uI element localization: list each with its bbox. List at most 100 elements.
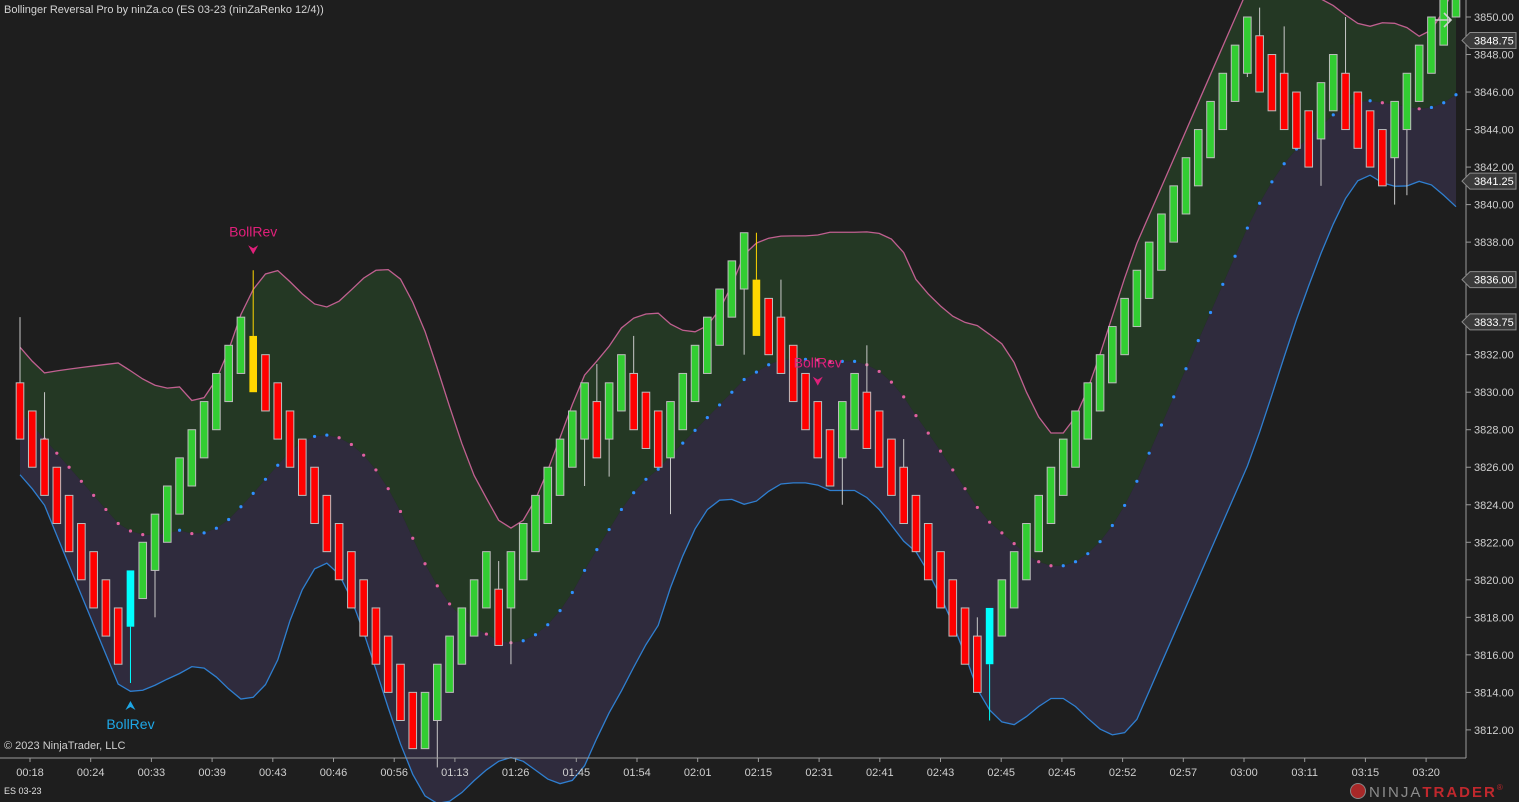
ninjatrader-logo: NINJATRADER®	[1350, 783, 1505, 801]
price-marker: 3836.00	[1461, 271, 1517, 289]
renko-brick	[1144, 241, 1154, 299]
arrow-down-icon	[248, 245, 259, 255]
renko-brick	[445, 635, 454, 693]
time-axis[interactable]: 00:18 00:24 00:33 00:39 00:43 00:46 00:56 01:13…	[0, 757, 1466, 779]
renko-brick	[764, 297, 773, 356]
renko-brick	[40, 438, 49, 496]
x-tick-label: 02:52	[1109, 767, 1137, 779]
bollinger-bands	[19, 0, 1457, 802]
y-tick-label: 3818.00	[1474, 612, 1514, 624]
renko-brick	[27, 410, 37, 468]
renko-brick	[653, 410, 663, 468]
renko-brick	[1193, 129, 1203, 187]
renko-brick	[1316, 82, 1326, 140]
renko-brick	[801, 372, 810, 431]
x-tick-label: 01:26	[502, 767, 530, 779]
renko-brick	[727, 260, 737, 318]
renko-brick	[911, 494, 921, 553]
arrow-up-icon	[125, 700, 136, 710]
renko-brick	[666, 401, 675, 459]
renko-brick	[126, 570, 135, 627]
renko-brick	[604, 382, 614, 440]
x-tick-label: 03:15	[1352, 767, 1380, 779]
renko-brick	[138, 541, 148, 600]
renko-brick	[887, 438, 896, 496]
signal-label: BollRev	[229, 223, 277, 239]
svg-text:3841.25: 3841.25	[1474, 176, 1514, 188]
renko-brick	[838, 401, 847, 459]
x-tick-label: 00:24	[77, 767, 105, 779]
renko-brick	[973, 635, 982, 693]
x-tick-label: 02:45	[1048, 767, 1076, 779]
y-tick-label: 3838.00	[1474, 237, 1514, 249]
y-tick-label: 3822.00	[1474, 537, 1514, 549]
renko-brick	[1365, 110, 1375, 168]
renko-brick	[1058, 438, 1068, 496]
middle-band-dots	[18, 93, 1458, 645]
renko-brick	[322, 494, 332, 553]
renko-brick	[1071, 410, 1080, 468]
y-tick-label: 3828.00	[1474, 425, 1514, 437]
x-tick-label: 00:18	[16, 767, 44, 779]
renko-brick	[150, 513, 160, 571]
x-tick-label: 02:41	[866, 767, 894, 779]
x-tick-label: 00:46	[320, 767, 348, 779]
x-tick-label: 02:45	[987, 767, 1015, 779]
renko-brick	[678, 372, 688, 431]
renko-brick	[383, 635, 393, 693]
renko-brick	[347, 551, 356, 609]
y-tick-label: 3820.00	[1474, 575, 1514, 587]
renko-brick	[1341, 72, 1350, 131]
renko-brick	[1157, 213, 1166, 271]
renko-brick	[948, 579, 958, 637]
renko-brick	[1034, 494, 1044, 553]
x-tick-label: 02:31	[805, 767, 833, 779]
y-tick-label: 3840.00	[1474, 200, 1514, 212]
renko-brick	[1427, 16, 1436, 74]
x-tick-label: 00:39	[198, 767, 226, 779]
renko-brick	[1218, 72, 1228, 131]
upper-band-fill	[20, 0, 1456, 643]
renko-brick	[469, 579, 479, 637]
renko-brick	[1451, 0, 1461, 18]
ninjatrader-logo-icon	[1350, 783, 1366, 799]
signal-label: BollRev	[794, 355, 842, 371]
renko-brick	[1279, 72, 1289, 131]
renko-brick	[715, 288, 724, 346]
renko-brick	[997, 579, 1007, 637]
signal-label: BollRev	[106, 716, 154, 732]
renko-brick	[1095, 354, 1105, 412]
price-axis[interactable]: 3850.00 3848.00 3846.00 3844.00 3842.00 3840.…	[1461, 0, 1517, 758]
y-tick-label: 3824.00	[1474, 500, 1514, 512]
arrow-down-icon	[812, 376, 823, 386]
renko-brick	[1108, 326, 1117, 384]
renko-brick	[960, 607, 970, 665]
renko-brick	[641, 391, 651, 449]
renko-brick	[1390, 100, 1399, 159]
renko-brick	[175, 457, 184, 515]
lower-band-line	[19, 174, 1457, 802]
renko-brick	[1255, 35, 1264, 93]
y-tick-label: 3846.00	[1474, 87, 1514, 99]
x-tick-label: 02:57	[1170, 767, 1198, 779]
y-tick-label: 3850.00	[1474, 12, 1514, 24]
renko-brick	[752, 279, 761, 336]
price-marker: 3841.25	[1461, 172, 1517, 190]
price-marker: 3848.75	[1461, 31, 1517, 49]
renko-brick	[1304, 110, 1314, 168]
renko-brick	[1132, 269, 1142, 328]
x-tick-label: 00:33	[138, 767, 166, 779]
renko-brick	[617, 354, 626, 412]
renko-brick	[899, 466, 908, 525]
renko-brick	[874, 410, 884, 468]
renko-brick	[249, 335, 258, 393]
scroll-to-latest-arrow-icon[interactable]	[1435, 12, 1453, 28]
renko-brick	[1439, 0, 1449, 46]
renko-brick	[89, 551, 98, 609]
renko-brick	[1230, 44, 1240, 102]
svg-text:3836.00: 3836.00	[1474, 275, 1514, 287]
x-tick-label: 03:00	[1230, 767, 1258, 779]
renko-brick	[432, 663, 442, 721]
renko-brick	[1402, 72, 1412, 131]
